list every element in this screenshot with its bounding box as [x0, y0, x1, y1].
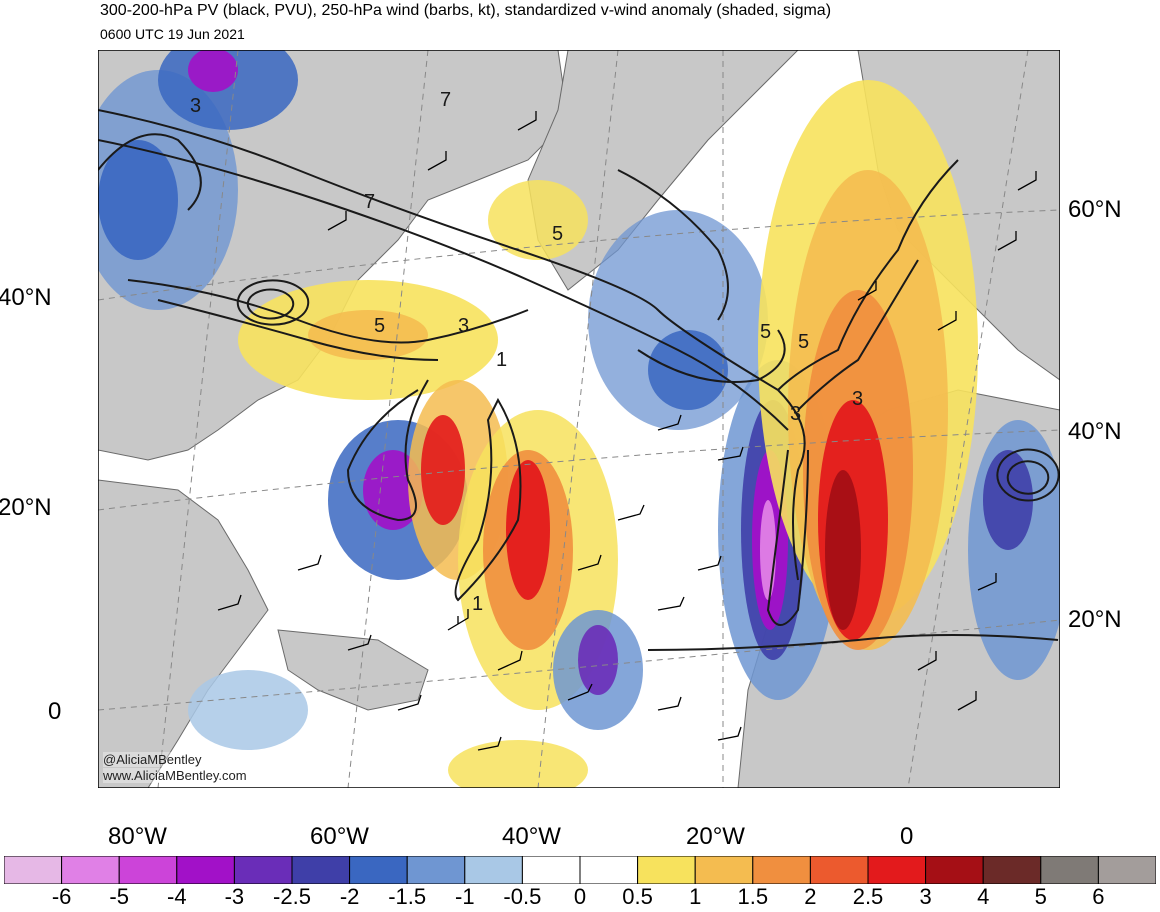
colorbar-label: -1.5 — [388, 884, 427, 909]
colorbar-swatch — [349, 856, 408, 884]
colorbar-swatch — [4, 856, 63, 884]
colorbar-swatch — [1040, 856, 1099, 884]
colorbar-swatch — [176, 856, 235, 884]
colorbar-swatch — [579, 856, 639, 884]
colorbar-label: 4 — [977, 884, 990, 909]
pv-label: 1 — [472, 593, 483, 615]
colorbar-label: -0.5 — [503, 884, 542, 909]
lat-label-left-0: 0 — [48, 698, 62, 725]
pv-label: 1 — [496, 349, 507, 371]
pv-label: 5 — [374, 315, 385, 337]
lon-label-20w: 20°W — [686, 823, 745, 850]
lat-label-right-60n: 60°N — [1068, 196, 1122, 223]
pv-contours — [98, 109, 1060, 651]
colorbar — [4, 856, 1156, 884]
pv-label: 3 — [852, 388, 863, 410]
colorbar-label: -4 — [167, 884, 187, 909]
colorbar-label: 1.5 — [737, 884, 769, 909]
colorbar-swatch — [867, 856, 927, 884]
colorbar-swatch — [982, 856, 1042, 884]
colorbar-label: 1 — [689, 884, 702, 909]
colorbar-swatch — [118, 856, 178, 884]
lon-label-80w: 80°W — [108, 823, 167, 850]
pv-label: 5 — [760, 321, 771, 343]
lon-label-40w: 40°W — [502, 823, 561, 850]
colorbar-label: -6 — [51, 884, 72, 909]
credit-website: www.AliciaMBentley.com — [103, 768, 247, 783]
lat-label-left-40n: 40°N — [0, 284, 52, 311]
colorbar-label: -2.5 — [273, 884, 311, 909]
pv-label: 3 — [790, 403, 801, 425]
pv-label: 5 — [798, 331, 809, 353]
colorbar-label: -2 — [339, 884, 360, 909]
chart-title: 300-200-hPa PV (black, PVU), 250-hPa win… — [100, 2, 832, 19]
valid-time: 0600 UTC 19 Jun 2021 — [100, 26, 245, 42]
colorbar-label: -1 — [455, 884, 475, 909]
colorbar-swatch — [637, 856, 696, 884]
colorbar-swatch — [925, 856, 984, 884]
lat-label-left-20n: 20°N — [0, 494, 52, 521]
pv-label: 3 — [458, 315, 469, 337]
colorbar-label: 5 — [1034, 884, 1047, 909]
colorbar-swatch — [809, 856, 869, 884]
colorbar-label: 0 — [573, 884, 587, 909]
colorbar-swatch — [406, 856, 466, 884]
colorbar-swatch — [291, 856, 351, 884]
colorbar-swatch — [464, 856, 523, 884]
colorbar-label: 2 — [804, 884, 817, 909]
weather-map: 3 7 7 5 5 3 1 5 3 3 5 1 — [98, 50, 1060, 788]
colorbar-swatch — [521, 856, 581, 884]
colorbar-label: 3 — [919, 884, 932, 909]
colorbar-swatch — [694, 856, 754, 884]
pv-label: 7 — [364, 191, 375, 213]
colorbar-label: 2.5 — [852, 884, 884, 909]
lat-lon-grid — [98, 50, 1060, 788]
colorbar-swatch — [233, 856, 293, 884]
pv-contour-labels: 3 7 7 5 5 3 1 5 3 3 5 1 — [190, 89, 863, 615]
colorbar-label: -3 — [224, 884, 245, 909]
colorbar-label: -5 — [109, 884, 129, 909]
credit-handle: @AliciaMBentley — [103, 752, 202, 767]
pv-label: 3 — [190, 95, 201, 117]
colorbar-label: 0.5 — [622, 884, 653, 909]
anomaly-shading — [98, 50, 1060, 788]
lat-label-right-20n: 20°N — [1068, 606, 1122, 633]
lat-label-right-40n: 40°N — [1068, 418, 1122, 445]
wind-barbs — [217, 111, 1037, 751]
colorbar-swatch — [1097, 856, 1156, 884]
pv-label: 5 — [552, 223, 563, 245]
colorbar-swatch — [752, 856, 811, 884]
lon-label-60w: 60°W — [310, 823, 369, 850]
colorbar-swatch — [61, 856, 120, 884]
colorbar-label: 6 — [1092, 884, 1105, 909]
lon-label-0: 0 — [900, 823, 914, 850]
pv-label: 7 — [440, 89, 451, 111]
